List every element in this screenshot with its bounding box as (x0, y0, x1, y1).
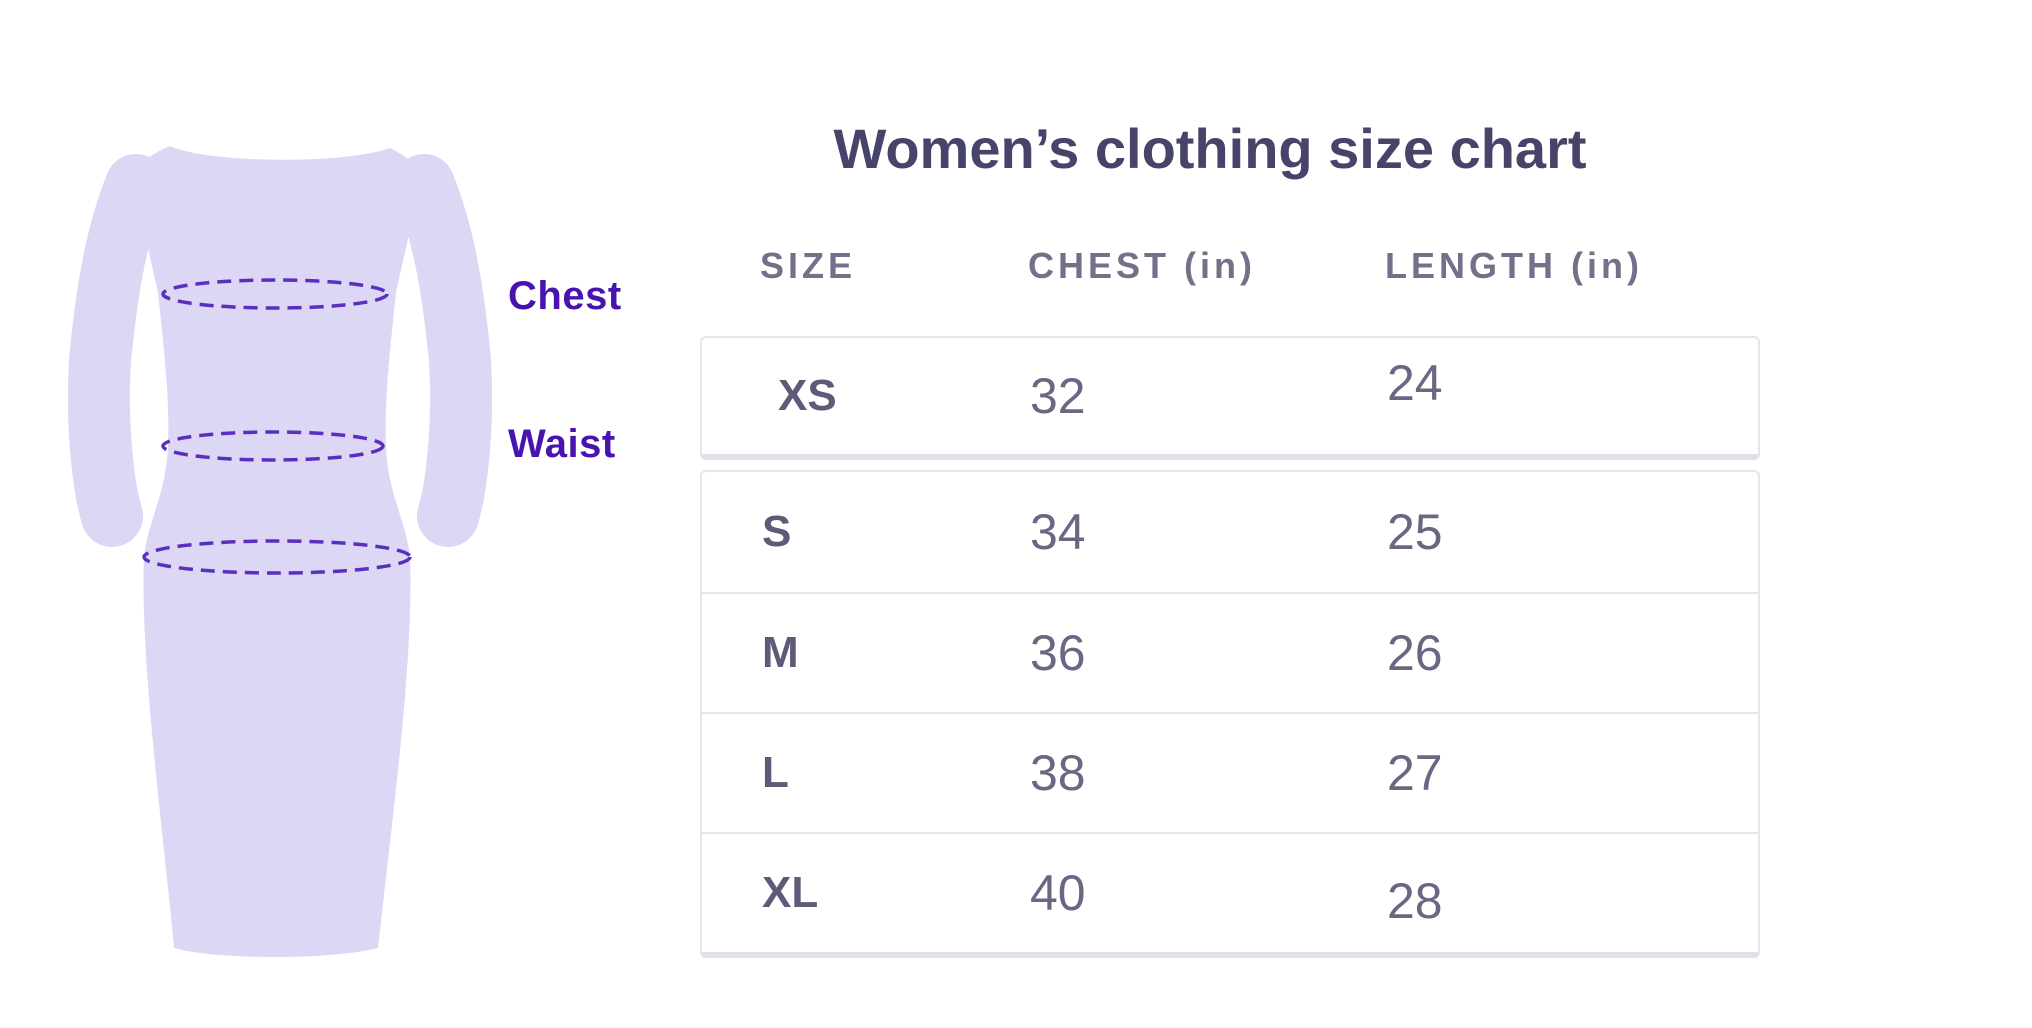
column-header-length: LENGTH (in) (1385, 245, 1643, 286)
chest-cell: 40 (1030, 865, 1086, 921)
length-cell: 24 (1387, 355, 1443, 411)
chest-guide-ellipse (161, 278, 389, 310)
chest-cell: 32 (1030, 368, 1086, 424)
column-header-chest: CHEST (in) (1028, 245, 1256, 286)
table-row: S 34 25 (702, 472, 1758, 592)
table-row-group-xs: XS 32 24 (700, 336, 1760, 460)
chest-cell: 38 (1030, 745, 1086, 801)
size-table: XS 32 24 S 34 25 M 36 26 L 38 27 XL 40 2… (700, 336, 1760, 958)
table-row-group-s-xl: S 34 25 M 36 26 L 38 27 XL 40 28 (700, 470, 1760, 958)
table-row: M 36 26 (702, 592, 1758, 712)
waist-guide-ellipse (161, 430, 385, 462)
chest-measure-label: Chest (508, 274, 622, 318)
table-row: XL 40 28 (702, 832, 1758, 952)
chest-cell: 34 (1030, 504, 1086, 560)
page-title: Women’s clothing size chart (833, 117, 1587, 180)
column-header-size: SIZE (760, 245, 857, 286)
length-cell: 27 (1387, 745, 1443, 801)
size-cell: XL (762, 868, 819, 917)
waist-measure-label: Waist (508, 422, 616, 466)
size-cell: S (762, 507, 792, 556)
size-cell: M (762, 628, 799, 677)
length-cell: 25 (1387, 504, 1443, 560)
length-cell: 28 (1387, 873, 1443, 929)
chest-cell: 36 (1030, 625, 1086, 681)
length-cell: 26 (1387, 625, 1443, 681)
dress-right-sleeve (393, 154, 493, 547)
dress-illustration (67, 100, 500, 960)
size-cell: XS (778, 371, 837, 420)
table-row: XS 32 24 (702, 338, 1758, 454)
size-cell: L (762, 748, 789, 797)
table-row: L 38 27 (702, 712, 1758, 832)
dress-silhouette-graphic (67, 146, 493, 957)
dress-left-sleeve (67, 154, 167, 547)
dress-body (132, 146, 422, 957)
hip-guide-ellipse (142, 539, 412, 575)
table-header-row: SIZE CHEST (in) LENGTH (in) (700, 246, 1760, 286)
